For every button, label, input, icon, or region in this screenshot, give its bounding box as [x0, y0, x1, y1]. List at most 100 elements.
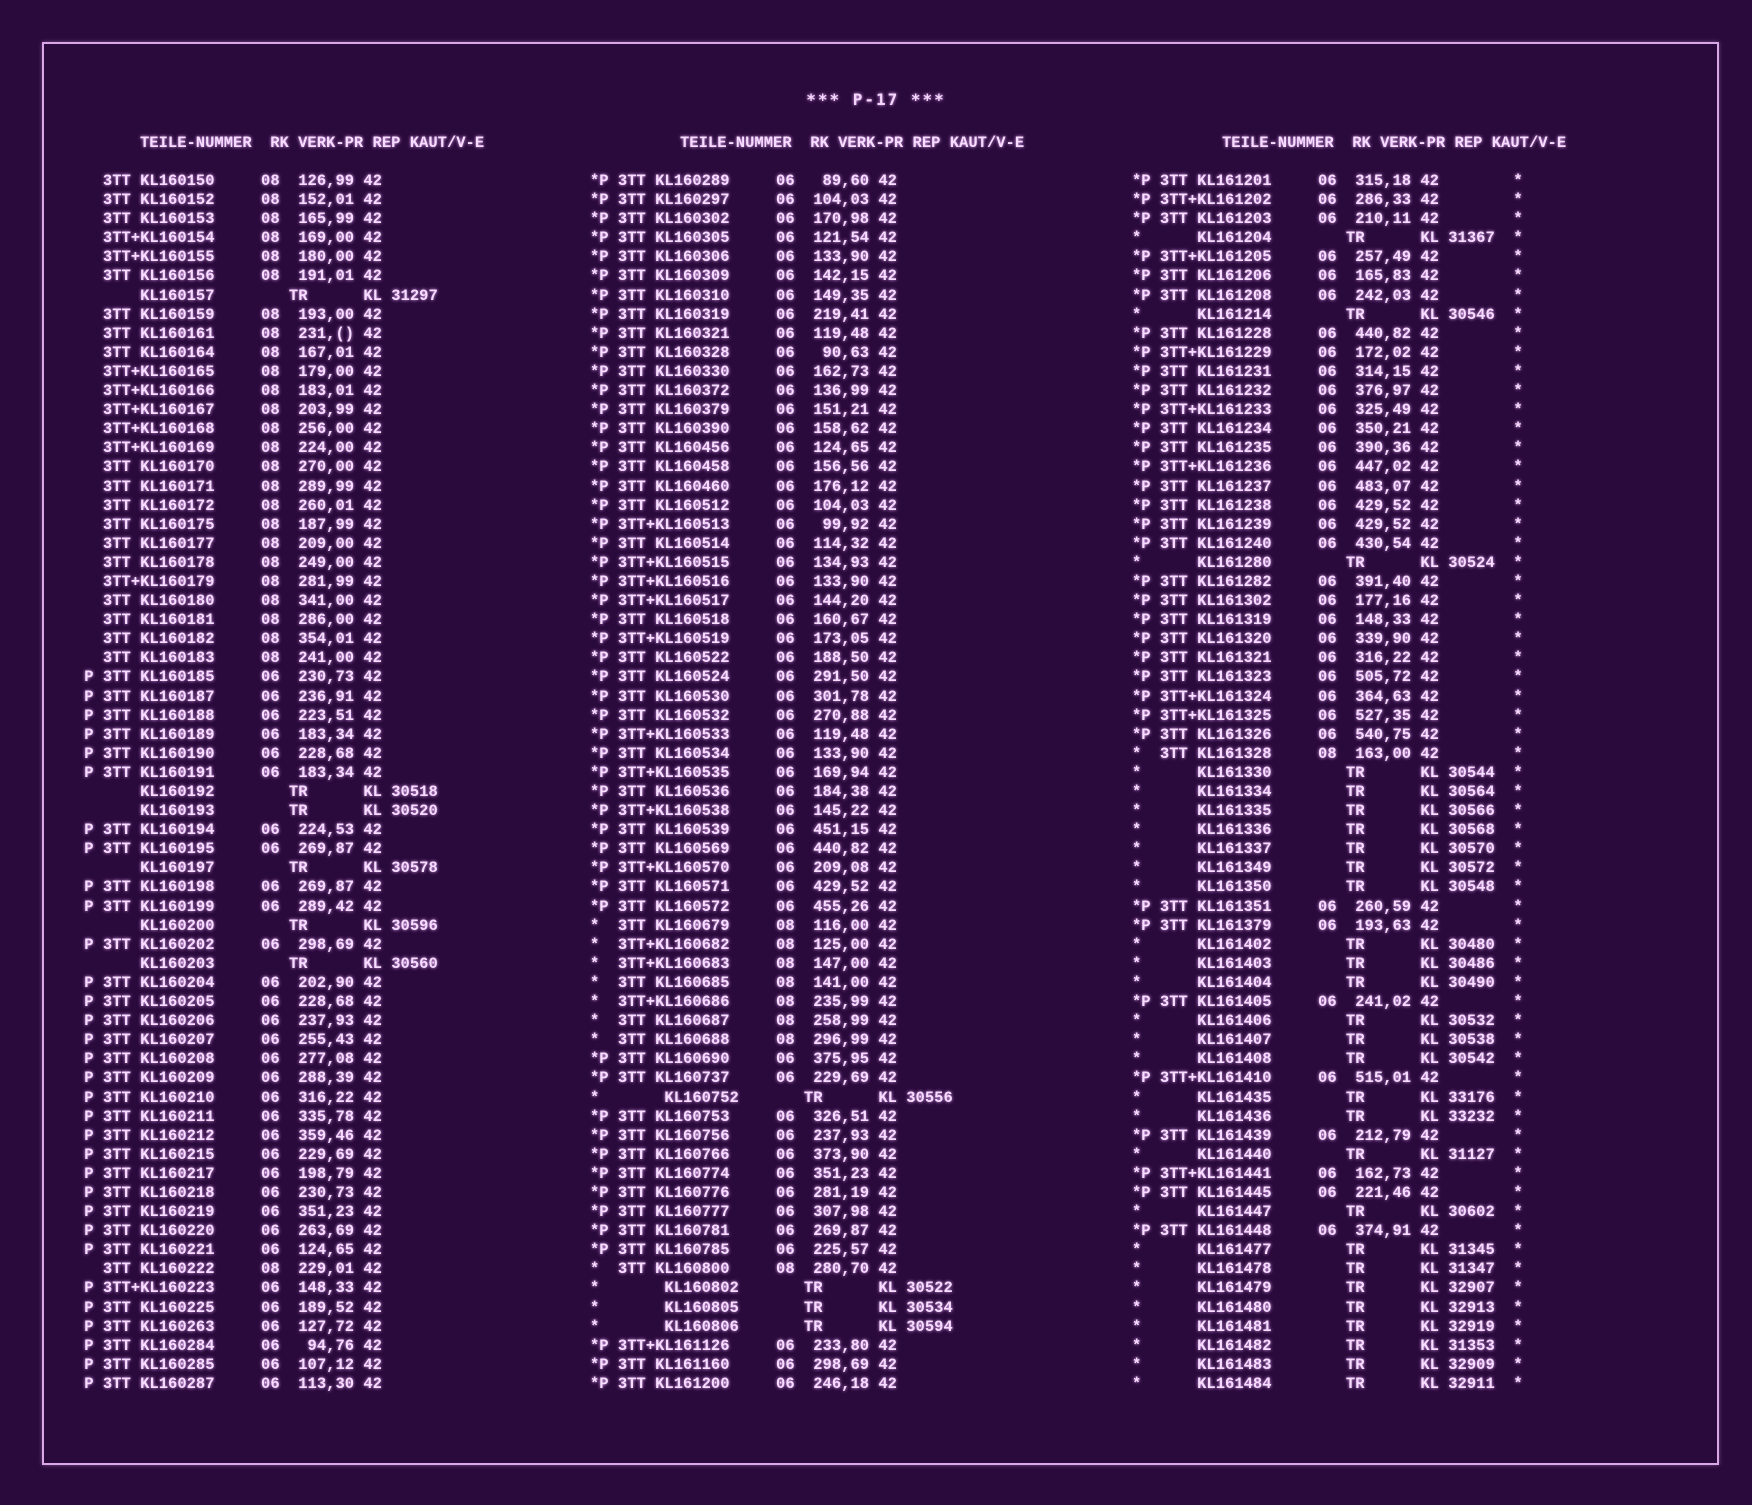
table-row: *P 3TT KL160737 06 229,69 42	[590, 1069, 897, 1088]
table-row: P 3TT KL160263 06 127,72 42	[75, 1317, 382, 1336]
table-row: * KL161435 TR KL 33176 *	[1132, 1088, 1523, 1107]
table-row: 3TT+KL160165 08 179,00 42	[75, 362, 382, 381]
table-row: *P 3TT+KL160515 06 134,93 42	[590, 553, 897, 572]
table-row: *P 3TT+KL161441 06 162,73 42 *	[1132, 1164, 1523, 1183]
table-row: P 3TT KL160185 06 230,73 42	[75, 668, 382, 687]
table-row: 3TT KL160171 08 289,99 42	[75, 477, 382, 496]
table-row: * 3TT KL161328 08 163,00 42 *	[1132, 744, 1523, 763]
table-row: * KL161334 TR KL 30564 *	[1132, 783, 1523, 801]
table-row: *P 3TT KL160518 06 160,67 42	[590, 611, 897, 630]
table-row: *P 3TT KL161239 06 429,52 42 *	[1132, 515, 1523, 534]
table-row: *P 3TT KL160530 06 301,78 42	[590, 687, 897, 706]
table-row: *P 3TT KL160330 06 162,73 42	[590, 362, 897, 381]
table-row: *P 3TT+KL161236 06 447,02 42 *	[1132, 458, 1523, 477]
table-row: KL160157 TR KL 31297	[75, 286, 438, 305]
table-row: * KL161403 TR KL 30486 *	[1132, 954, 1523, 973]
table-row: * 3TT KL160679 08 116,00 42	[590, 916, 897, 935]
table-row: *P 3TT KL160372 06 136,99 42	[590, 382, 897, 401]
table-row: * KL161482 TR KL 31353 *	[1132, 1336, 1523, 1355]
table-row: P 3TT KL160225 06 189,52 42	[75, 1298, 382, 1317]
table-row: P 3TT KL160198 06 269,87 42	[75, 878, 382, 897]
table-row: 3TT KL160180 08 341,00 42	[75, 592, 382, 611]
table-row: * 3TT+KL160682 08 125,00 42	[590, 935, 897, 954]
table-row: * 3TT KL160688 08 296,99 42	[590, 1031, 897, 1050]
table-row: *P 3TT KL160289 06 89,60 42	[590, 172, 897, 190]
parts-list: *P 3TT KL160289 06 89,60 42 *P 3TT KL1602…	[590, 172, 953, 1394]
table-row: P 3TT KL160217 06 198,79 42	[75, 1164, 382, 1183]
table-row: *P 3TT+KL161324 06 364,63 42 *	[1132, 687, 1523, 706]
table-row: P 3TT KL160202 06 298,69 42	[75, 935, 382, 954]
table-row: P 3TT KL160187 06 236,91 42	[75, 687, 382, 706]
table-row: *P 3TT KL161319 06 148,33 42 *	[1132, 611, 1523, 630]
table-row: 3TT KL160175 08 187,99 42	[75, 515, 382, 534]
table-row: *P 3TT+KL160517 06 144,20 42	[590, 592, 897, 611]
table-row: *P 3TT KL161282 06 391,40 42 *	[1132, 572, 1523, 591]
table-row: 3TT KL160183 08 241,00 42	[75, 649, 382, 668]
table-row: *P 3TT KL160766 06 373,90 42	[590, 1145, 897, 1164]
table-row: *P 3TT KL160774 06 351,23 42	[590, 1164, 897, 1183]
table-row: * KL161407 TR KL 30538 *	[1132, 1031, 1523, 1050]
table-row: KL160197 TR KL 30578	[75, 859, 438, 878]
table-row: *P 3TT KL160522 06 188,50 42	[590, 649, 897, 668]
table-row: * KL161402 TR KL 30480 *	[1132, 935, 1523, 954]
table-row: P 3TT KL160212 06 359,46 42	[75, 1126, 382, 1145]
table-row: P 3TT KL160221 06 124,65 42	[75, 1241, 382, 1260]
table-row: *P 3TT KL160534 06 133,90 42	[590, 744, 897, 763]
table-row: P 3TT KL160208 06 277,08 42	[75, 1050, 382, 1069]
table-row: *P 3TT+KL160516 06 133,90 42	[590, 572, 897, 591]
table-row: *P 3TT KL160319 06 219,41 42	[590, 305, 897, 324]
table-row: *P 3TT KL161208 06 242,03 42 *	[1132, 286, 1523, 305]
table-row: P 3TT KL160218 06 230,73 42	[75, 1183, 382, 1202]
table-row: P 3TT KL160209 06 288,39 42	[75, 1069, 382, 1088]
table-row: 3TT KL160178 08 249,00 42	[75, 553, 382, 572]
table-row: *P 3TT KL161439 06 212,79 42 *	[1132, 1126, 1523, 1145]
table-row: P 3TT KL160189 06 183,34 42	[75, 725, 382, 744]
table-row: 3TT KL160150 08 126,99 42	[75, 172, 382, 190]
table-row: *P 3TT KL160321 06 119,48 42	[590, 324, 897, 343]
table-row: 3TT+KL160168 08 256,00 42	[75, 420, 382, 439]
table-row: *P 3TT KL160776 06 281,19 42	[590, 1183, 897, 1202]
table-row: * 3TT+KL160686 08 235,99 42	[590, 993, 897, 1012]
table-row: *P 3TT+KL160570 06 209,08 42	[590, 859, 897, 878]
table-row: 3TT KL160177 08 209,00 42	[75, 534, 382, 553]
table-row: 3TT KL160222 08 229,01 42	[75, 1260, 382, 1279]
table-row: *P 3TT KL160514 06 114,32 42	[590, 534, 897, 553]
table-row: * KL161436 TR KL 33232 *	[1132, 1107, 1523, 1126]
table-row: * 3TT+KL160683 08 147,00 42	[590, 954, 897, 973]
table-row: * KL161447 TR KL 30602 *	[1132, 1203, 1523, 1222]
table-row: P 3TT KL160285 06 107,12 42	[75, 1355, 382, 1374]
table-row: KL160193 TR KL 30520	[75, 802, 438, 821]
table-row: *P 3TT KL161232 06 376,97 42 *	[1132, 382, 1523, 401]
table-row: * KL161478 TR KL 31347 *	[1132, 1260, 1523, 1279]
table-row: *P 3TT KL160572 06 455,26 42	[590, 897, 897, 916]
table-row: KL160203 TR KL 30560	[75, 954, 438, 973]
table-row: *P 3TT KL161320 06 339,90 42 *	[1132, 630, 1523, 649]
table-row: * KL161484 TR KL 32911 *	[1132, 1374, 1523, 1393]
table-row: *P 3TT KL160781 06 269,87 42	[590, 1222, 897, 1241]
table-row: *P 3TT KL161235 06 390,36 42 *	[1132, 439, 1523, 458]
table-row: * KL161480 TR KL 32913 *	[1132, 1298, 1523, 1317]
column-header: TEILE-NUMMER RK VERK-PR REP KAUT/V-E	[140, 134, 485, 152]
table-row: *P 3TT KL160390 06 158,62 42	[590, 420, 897, 439]
table-row: P 3TT KL160195 06 269,87 42	[75, 840, 382, 859]
table-row: P 3TT KL160190 06 228,68 42	[75, 744, 382, 763]
table-row: *P 3TT KL160571 06 429,52 42	[590, 878, 897, 897]
table-row: *P 3TT KL161234 06 350,21 42 *	[1132, 420, 1523, 439]
table-row: * KL161335 TR KL 30566 *	[1132, 802, 1523, 821]
table-row: P 3TT KL160284 06 94,76 42	[75, 1336, 382, 1355]
table-row: *P 3TT KL161238 06 429,52 42 *	[1132, 496, 1523, 515]
table-row: * KL161336 TR KL 30568 *	[1132, 821, 1523, 840]
table-row: * KL161481 TR KL 32919 *	[1132, 1317, 1523, 1336]
table-row: P 3TT KL160191 06 183,34 42	[75, 763, 382, 782]
table-row: *P 3TT KL160569 06 440,82 42	[590, 840, 897, 859]
table-row: P 3TT KL160205 06 228,68 42	[75, 993, 382, 1012]
table-row: *P 3TT KL160512 06 104,03 42	[590, 496, 897, 515]
table-row: *P 3TT+KL160513 06 99,92 42	[590, 515, 897, 534]
table-row: * 3TT KL160685 08 141,00 42	[590, 973, 897, 992]
table-row: KL160192 TR KL 30518	[75, 783, 438, 801]
table-row: P 3TT KL160220 06 263,69 42	[75, 1222, 382, 1241]
table-row: * KL161350 TR KL 30548 *	[1132, 878, 1523, 897]
table-row: *P 3TT KL160690 06 375,95 42	[590, 1050, 897, 1069]
table-row: *P 3TT KL160785 06 225,57 42	[590, 1241, 897, 1260]
table-row: *P 3TT KL161302 06 177,16 42 *	[1132, 592, 1523, 611]
